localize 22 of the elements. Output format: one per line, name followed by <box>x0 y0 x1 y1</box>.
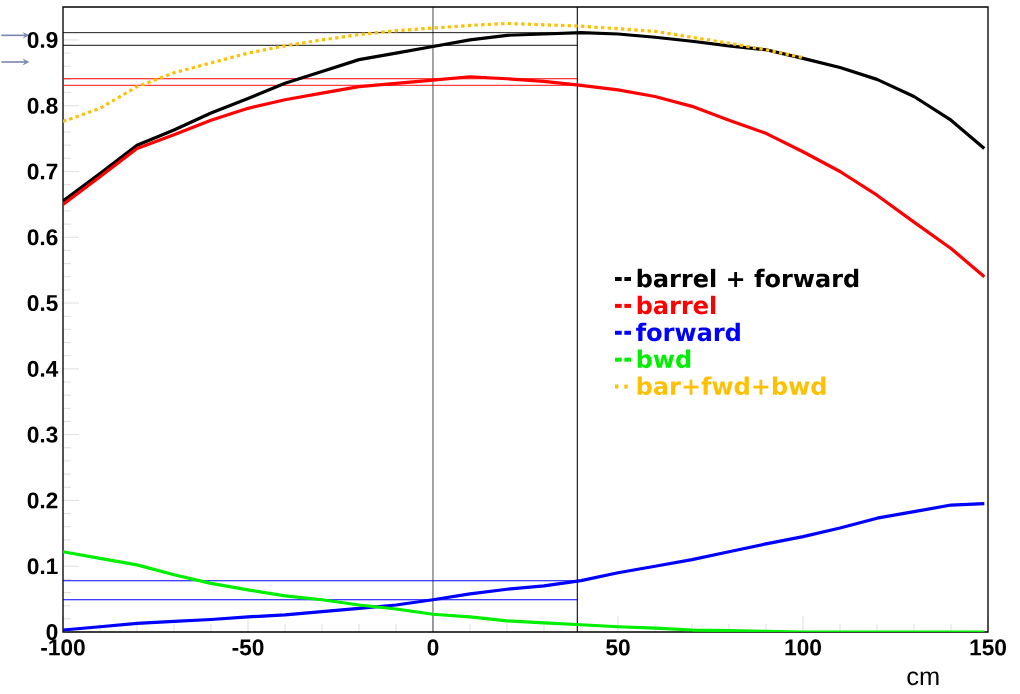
x-tick-label: 150 <box>970 639 1006 656</box>
y-tick-label: 0.2 <box>27 492 58 509</box>
y-tick-label: 0.7 <box>27 163 58 180</box>
legend-label: bar+fwd+bwd <box>637 376 826 396</box>
y-tick-label: 0.1 <box>27 558 58 575</box>
x-tick-label: 100 <box>785 639 821 656</box>
y-tick-label: 0.4 <box>27 360 59 377</box>
y-tick-label: 0.9 <box>27 31 58 48</box>
x-tick-label: -100 <box>41 639 85 656</box>
x-axis-title: cm <box>907 671 939 686</box>
legend-label: bwd <box>637 349 691 369</box>
legend-label: barrel <box>637 295 716 315</box>
legend-label: forward <box>636 322 740 342</box>
y-tick-label: 0.3 <box>27 426 58 443</box>
x-tick-label: 50 <box>606 639 630 656</box>
legend-label: barrel + forward <box>637 268 859 288</box>
y-tick-label: 0.6 <box>27 229 58 246</box>
y-tick-label: 0 <box>46 623 58 641</box>
y-tick-label: 0.8 <box>27 97 58 114</box>
x-tick-label: -50 <box>232 639 264 656</box>
y-tick-label: 0.5 <box>27 295 58 312</box>
x-tick-label: 0 <box>427 639 439 656</box>
